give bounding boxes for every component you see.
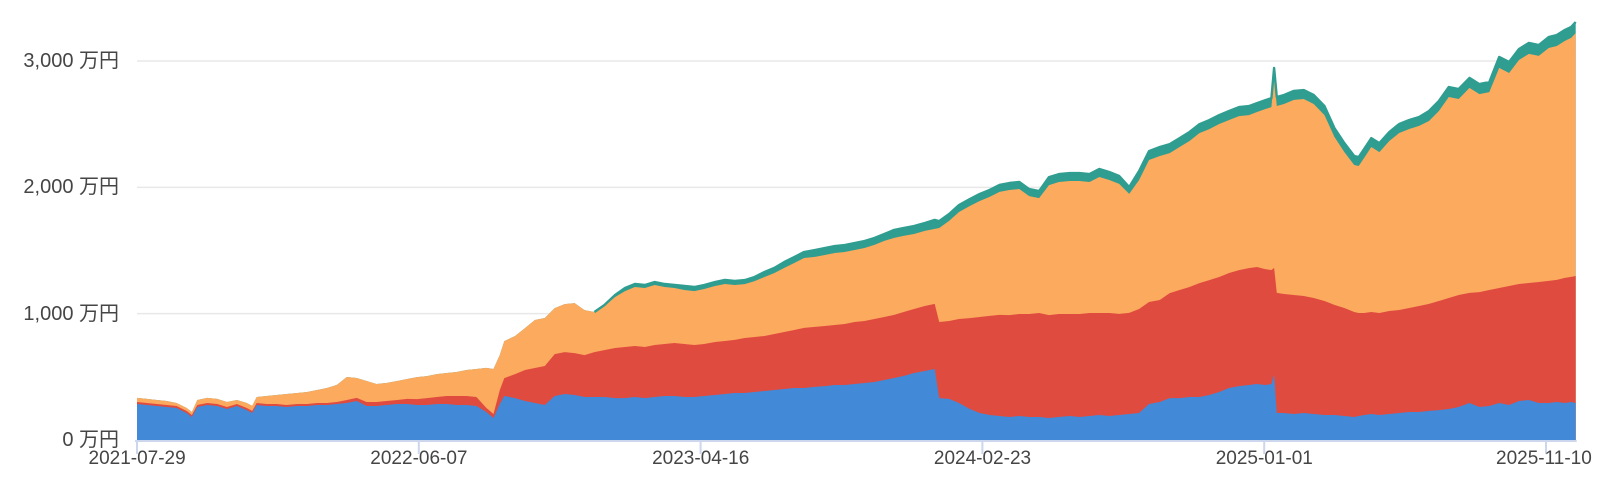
- y-axis-label-3000: 3,000 万円: [23, 50, 119, 72]
- x-axis-label-1: 2022-06-07: [370, 448, 468, 469]
- y-axis-label-1000: 1,000 万円: [23, 302, 119, 325]
- x-axis-label-3: 2024-02-23: [933, 448, 1032, 469]
- x-axis-label-5: 2025-11-10: [1496, 448, 1592, 469]
- y-axis-label-0: 0 万円: [62, 429, 119, 451]
- x-axis-label-2: 2023-04-16: [652, 448, 750, 469]
- x-axis-label-4: 2025-01-01: [1215, 448, 1313, 469]
- y-axis-label-2000: 2,000 万円: [23, 176, 119, 199]
- x-axis-label-0: 2021-07-29: [88, 448, 186, 469]
